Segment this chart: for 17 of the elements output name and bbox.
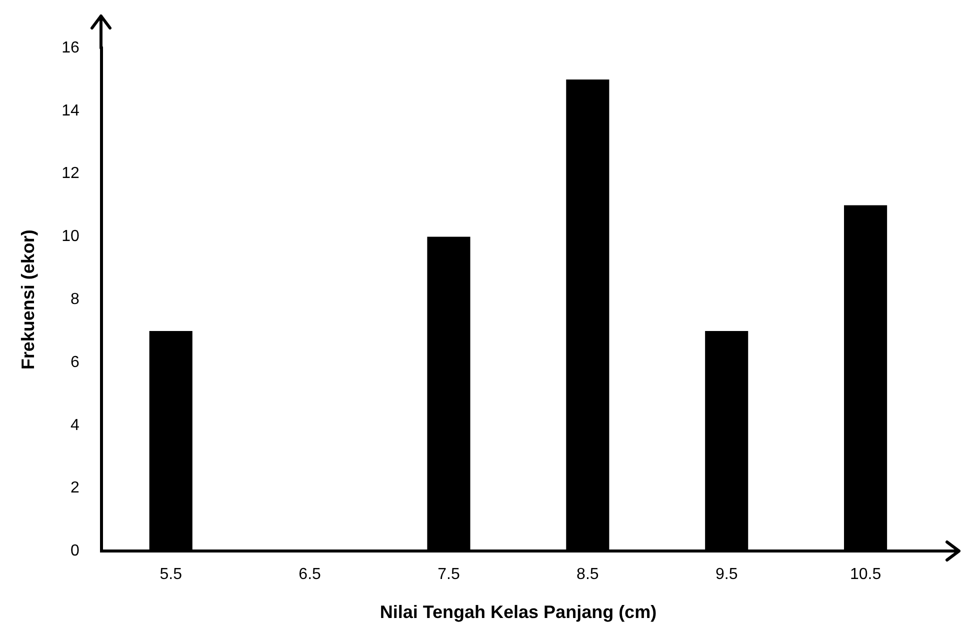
y-tick-label: 8 bbox=[70, 291, 80, 308]
x-tick-label: 10.5 bbox=[850, 566, 882, 584]
y-tick-label: 14 bbox=[62, 102, 80, 120]
x-axis-title: Nilai Tengah Kelas Panjang (cm) bbox=[380, 602, 657, 622]
y-tick-label: 12 bbox=[62, 165, 80, 182]
x-tick-label: 8.5 bbox=[576, 566, 599, 584]
y-tick-label: 6 bbox=[70, 354, 80, 371]
x-tick-label: 7.5 bbox=[438, 566, 460, 584]
y-axis-title: Frekuensi (ekor) bbox=[18, 230, 38, 370]
x-tick-label: 6.5 bbox=[298, 566, 322, 584]
y-tick-label: 4 bbox=[70, 416, 80, 434]
y-tick-label: 16 bbox=[62, 39, 80, 56]
x-tick-label: 9.5 bbox=[715, 566, 738, 584]
y-tick-label: 2 bbox=[70, 480, 80, 497]
x-tick-label: 5.5 bbox=[160, 566, 182, 584]
y-tick-label: 10 bbox=[62, 228, 80, 246]
y-tick-label: 0 bbox=[70, 542, 80, 560]
